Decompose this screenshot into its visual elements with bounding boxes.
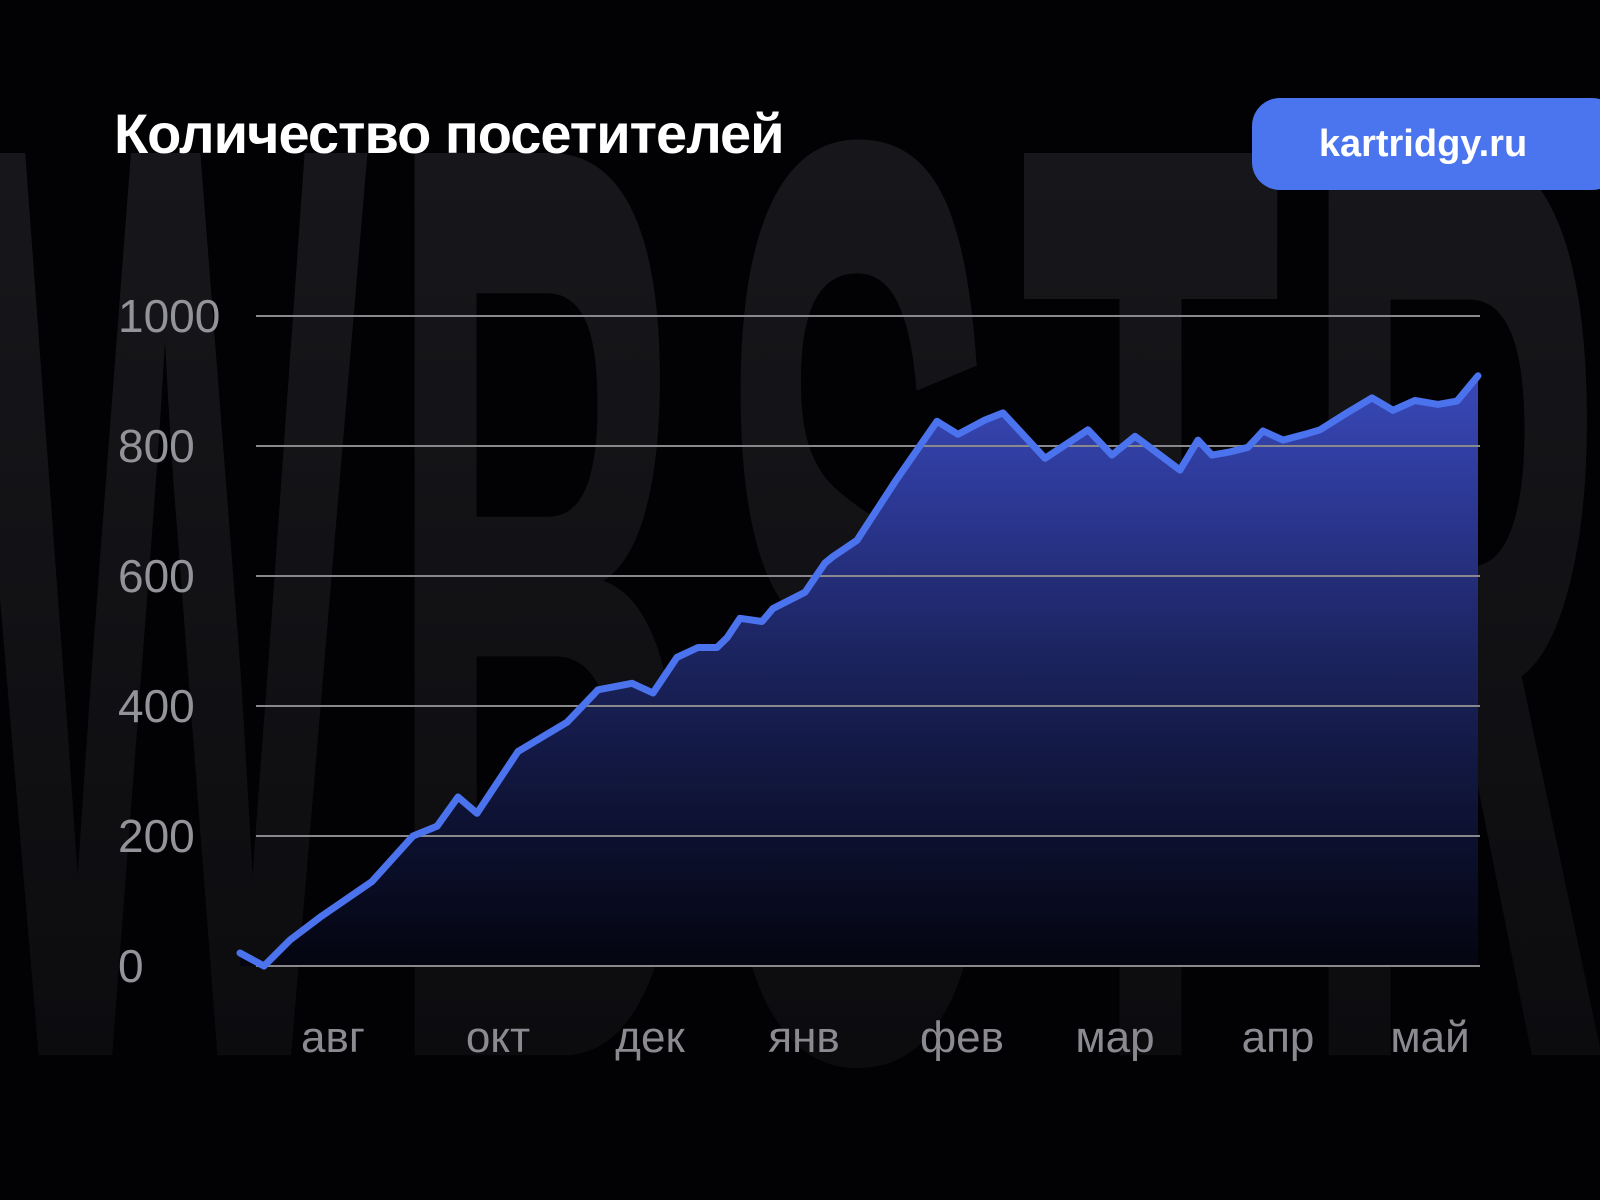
y-tick-label-1000: 1000 [118,290,220,342]
visitors-line [236,372,1482,970]
y-tick-label-800: 800 [118,420,195,472]
y-tick-label-200: 200 [118,810,195,862]
x-tick-label-3: янв [768,1013,840,1062]
x-tick-label-4: фев [920,1013,1004,1062]
y-tick-label-400: 400 [118,680,195,732]
visitors-area-fill [240,375,1478,966]
x-tick-label-1: окт [466,1013,530,1062]
x-tick-label-5: мар [1075,1013,1154,1062]
x-tick-label-7: май [1390,1013,1469,1062]
y-tick-label-600: 600 [118,550,195,602]
site-badge-label: kartridgy.ru [1318,122,1528,165]
x-tick-label-2: дек [615,1013,685,1062]
x-tick-label-6: апр [1242,1013,1315,1062]
site-badge[interactable]: kartridgy.ru [1252,98,1600,190]
x-tick-label-0: авг [301,1013,365,1062]
y-tick-label-0: 0 [118,940,144,992]
page-title: Количество посетителей [114,102,785,165]
